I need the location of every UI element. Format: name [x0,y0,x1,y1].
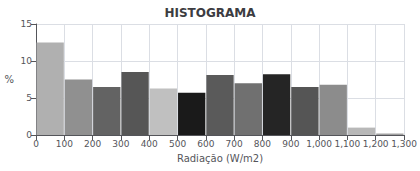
svg-text:100: 100 [56,139,73,149]
svg-text:500: 500 [169,139,186,149]
svg-text:1,000: 1,000 [306,139,332,149]
svg-text:400: 400 [141,139,158,149]
svg-text:200: 200 [84,139,101,149]
svg-text:600: 600 [197,139,214,149]
svg-text:1,200: 1,200 [363,139,389,149]
svg-text:10: 10 [21,56,33,66]
svg-text:5: 5 [26,93,32,103]
svg-text:Radiação (W/m2): Radiação (W/m2) [177,153,263,164]
svg-text:15: 15 [21,19,32,29]
svg-text:HISTOGRAMA: HISTOGRAMA [164,6,256,20]
svg-text:700: 700 [226,139,243,149]
svg-text:800: 800 [254,139,271,149]
svg-text:0: 0 [33,139,39,149]
svg-text:300: 300 [112,139,129,149]
svg-text:900: 900 [282,139,299,149]
svg-text:1,100: 1,100 [335,139,361,149]
svg-text:1,300: 1,300 [391,139,417,149]
svg-text:0: 0 [26,130,32,140]
svg-text:%: % [4,74,14,85]
